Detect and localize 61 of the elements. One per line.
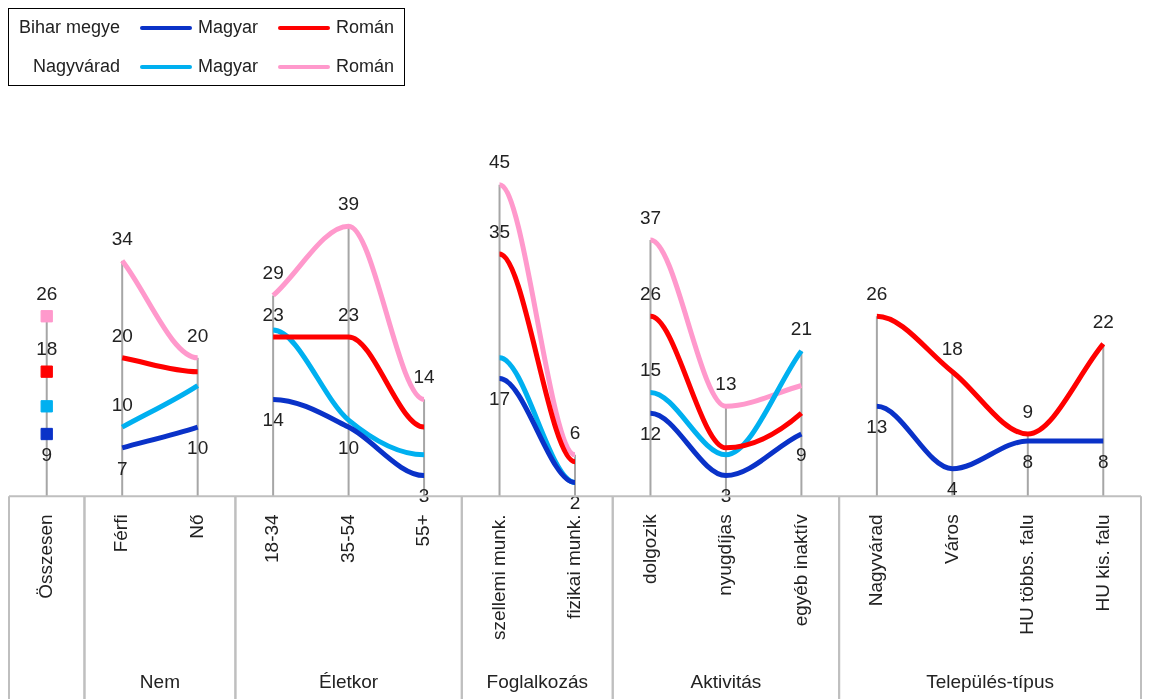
x-tick-label: Összesen [34,514,56,599]
data-label: 17 [488,388,511,410]
x-tick-label: fizikai munk. [563,514,585,619]
data-label: 13 [715,373,737,395]
data-label: 26 [639,282,662,304]
data-label: 9 [41,443,53,465]
data-label: 22 [1092,310,1114,332]
x-tick-label: Nagyvárad [865,514,887,607]
text: Aktivitás [690,671,762,693]
x-tick-label: nyugdíjas [714,514,736,596]
x-tick-label: dolgozik [638,513,660,585]
data-label: 9 [796,443,807,465]
x-tick-label: 18-34 [261,513,283,563]
data-label: 34 [111,227,134,249]
data-label: 10 [111,393,133,415]
data-label: 45 [488,151,511,173]
x-tick-label: 35-54 [336,513,358,563]
data-label: 14 [262,409,285,431]
data-label: 4 [947,478,959,500]
data-label: 29 [262,262,284,284]
x-tick-label: egyéb inaktív [789,513,811,627]
text: Nem [139,671,180,693]
data-label: 14 [413,366,436,388]
data-label: 12 [639,422,662,444]
x-tick-label: Nő [185,514,207,539]
data-label: 23 [262,303,284,325]
data-label: 10 [338,436,360,458]
data-label: 21 [790,317,812,339]
x-tick-label: Város [940,514,962,564]
text: Település-típus [926,671,1054,693]
x-tick-label: HU kis. falu [1091,514,1113,612]
legend-label: Román [336,17,395,38]
x-tick-label: 55+ [412,514,434,547]
data-label: 26 [36,282,58,304]
data-label: 26 [866,282,888,304]
data-label: 7 [116,457,128,479]
x-tick-label: szellemi munk. [487,514,509,641]
data-label: 18 [941,338,963,360]
text: Nagyvárad [32,56,121,77]
data-label: 18 [36,338,58,360]
data-label: 20 [111,324,133,346]
data-label: 9 [1022,400,1034,422]
data-label: 20 [187,324,209,346]
data-label: 23 [338,303,360,325]
text: Foglalkozás [486,671,588,693]
legend-label: Magyar [198,56,259,77]
text: Bihar megye [19,17,121,38]
data-label: 8 [1022,450,1034,472]
data-label: 6 [569,421,581,443]
text: Életkor [319,671,379,693]
data-label: 8 [1097,450,1109,472]
data-label: 13 [866,416,888,438]
data-label: 35 [488,220,511,242]
x-tick-label: Férfi [110,514,132,553]
legend-label: Román [336,56,395,77]
x-tick-label: HU többs. falu [1016,514,1038,635]
data-label: 37 [639,206,662,228]
data-label: 15 [639,359,662,381]
data-label: 39 [338,192,360,214]
legend-label: Magyar [198,17,259,38]
data-label: 10 [187,436,209,458]
